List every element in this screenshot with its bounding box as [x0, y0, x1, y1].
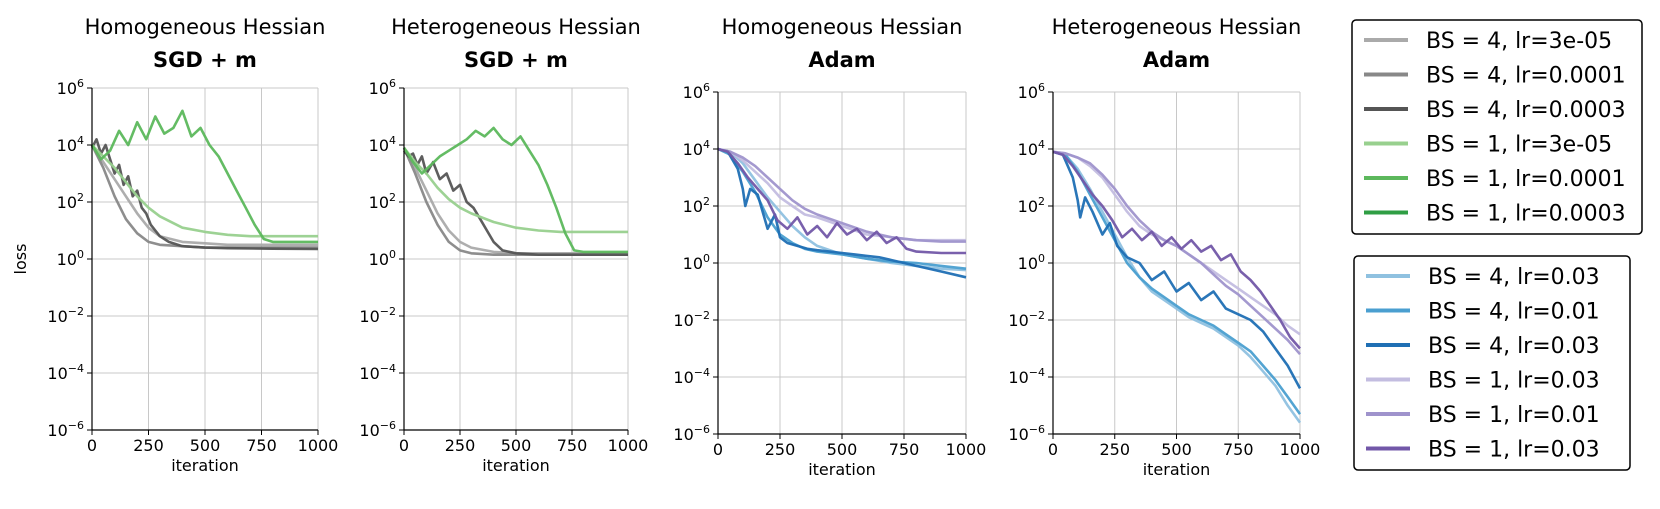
y-tick-label: 100: [369, 248, 396, 269]
x-tick-label: 1000: [298, 436, 339, 455]
panel-title: Heterogeneous Hessian: [1052, 15, 1302, 39]
x-tick-label: 1000: [608, 436, 649, 455]
x-tick-label: 0: [87, 436, 97, 455]
x-axis-label: iteration: [171, 456, 239, 475]
x-tick-label: 500: [501, 436, 532, 455]
y-tick-label: 10−2: [1008, 309, 1045, 330]
y-tick-label: 100: [683, 252, 710, 273]
y-axis-label: loss: [11, 244, 30, 275]
y-tick-label: 10−6: [47, 419, 84, 440]
x-tick-label: 0: [1048, 440, 1058, 459]
panel-subtitle: Adam: [1143, 48, 1210, 72]
y-tick-label: 102: [683, 195, 710, 216]
y-tick-label: 104: [683, 138, 710, 159]
series-line-4: [91, 144, 318, 238]
x-tick-label: 500: [190, 436, 221, 455]
panel-3: 0 250 500 750 1000 106 104 102 100 10−2 10−4 10−6 Ho…: [673, 15, 986, 479]
panel-subtitle: SGD + m: [153, 48, 257, 72]
legend-label: BS = 1, lr=0.03: [1428, 438, 1600, 463]
series-line-1: [402, 147, 628, 255]
x-tick-label: 1000: [946, 440, 987, 459]
x-tick-label: 750: [1223, 440, 1254, 459]
legend-label: BS = 1, lr=0.0001: [1426, 167, 1626, 192]
legend-2: BS = 4, lr=0.03 BS = 4, lr=0.01 BS = 4, lr…: [1353, 255, 1631, 471]
x-axis-label: iteration: [482, 456, 550, 475]
y-tick-label: 106: [1018, 81, 1045, 102]
x-axis-label: iteration: [1143, 460, 1211, 479]
y-tick-label: 10−4: [47, 362, 84, 383]
y-tick-label: 102: [57, 191, 84, 212]
x-tick-label: 0: [399, 436, 409, 455]
y-tick-label: 104: [57, 134, 84, 155]
x-tick-label: 250: [133, 436, 164, 455]
legend-box: [1353, 255, 1631, 471]
series-line-5: [717, 147, 966, 243]
series-line-4: [402, 146, 628, 234]
y-tick-label: 102: [1018, 195, 1045, 216]
y-tick-label: 10−6: [359, 419, 396, 440]
y-tick-label: 106: [57, 77, 84, 98]
legend-label: BS = 4, lr=0.03: [1428, 265, 1600, 290]
legend-label: BS = 4, lr=0.0003: [1426, 98, 1626, 123]
y-tick-label: 10−2: [47, 305, 84, 326]
x-tick-label: 250: [1099, 440, 1130, 459]
y-tick-label: 106: [369, 77, 396, 98]
panel-1: 0 250 500 750 1000 106 104 102 100 10−2 10−4 10−6 Ho…: [11, 15, 338, 475]
x-tick-label: 750: [246, 436, 277, 455]
y-tick-label: 100: [57, 248, 84, 269]
series-line-3: [717, 147, 967, 279]
legend-label: BS = 4, lr=0.01: [1428, 300, 1600, 325]
y-tick-label: 10−2: [673, 309, 710, 330]
y-tick-label: 10−4: [359, 362, 396, 383]
series-line-5: [1052, 150, 1301, 356]
y-tick-label: 106: [683, 81, 710, 102]
legend-label: BS = 1, lr=0.0003: [1426, 202, 1626, 227]
y-tick-label: 104: [369, 134, 396, 155]
y-tick-label: 10−6: [673, 423, 710, 444]
series-line-5: [90, 109, 318, 244]
legend-label: BS = 1, lr=3e-05: [1426, 133, 1612, 158]
series-line-3: [402, 149, 628, 256]
x-tick-label: 750: [557, 436, 588, 455]
series-line-6: [717, 147, 966, 255]
panel-title: Heterogeneous Hessian: [391, 15, 641, 39]
x-tick-label: 750: [889, 440, 920, 459]
y-tick-label: 10−4: [1008, 366, 1045, 387]
panel-subtitle: SGD + m: [464, 48, 568, 72]
legend-label: BS = 1, lr=0.03: [1428, 369, 1600, 394]
panel-4: 0 250 500 750 1000 106 104 102 100 10−2 10−4 10−6 He…: [1008, 15, 1320, 479]
x-axis-label: iteration: [808, 460, 876, 479]
x-tick-label: 500: [1161, 440, 1192, 459]
panel-2: 0 250 500 750 1000 106 104 102 100 10−2 10−4 10−6 He…: [359, 15, 648, 475]
y-tick-label: 102: [369, 191, 396, 212]
series-line-3: [1052, 150, 1302, 390]
panel-title: Homogeneous Hessian: [85, 15, 326, 39]
x-tick-label: 500: [827, 440, 858, 459]
x-tick-label: 0: [713, 440, 723, 459]
y-tick-label: 100: [1018, 252, 1045, 273]
legend-1: BS = 4, lr=3e-05 BS = 4, lr=0.0001 BS = 4,…: [1351, 19, 1643, 235]
y-tick-label: 10−2: [359, 305, 396, 326]
legend-label: BS = 4, lr=0.03: [1428, 334, 1600, 359]
x-tick-label: 250: [765, 440, 796, 459]
panel-subtitle: Adam: [808, 48, 875, 72]
series-line-6: [1052, 150, 1301, 350]
x-tick-label: 1000: [1280, 440, 1321, 459]
series-line-2: [1052, 150, 1302, 415]
legend-label: BS = 1, lr=0.01: [1428, 403, 1600, 428]
legend-label: BS = 4, lr=3e-05: [1426, 29, 1612, 54]
series-line-5: [402, 126, 628, 254]
y-tick-label: 10−4: [673, 366, 710, 387]
legend-box: [1351, 19, 1643, 235]
y-tick-label: 10−6: [1008, 423, 1045, 444]
x-tick-label: 250: [445, 436, 476, 455]
legend-label: BS = 4, lr=0.0001: [1426, 64, 1626, 89]
y-tick-label: 104: [1018, 138, 1045, 159]
panel-title: Homogeneous Hessian: [722, 15, 963, 39]
